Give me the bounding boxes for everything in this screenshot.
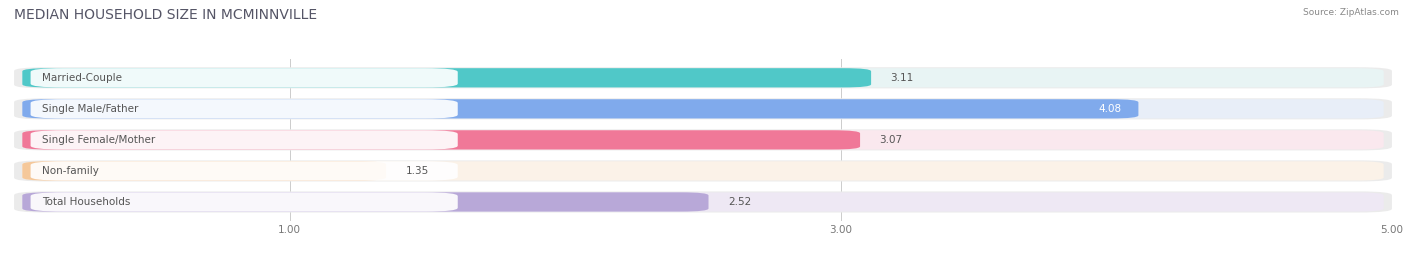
FancyBboxPatch shape — [22, 68, 872, 87]
FancyBboxPatch shape — [22, 192, 709, 212]
FancyBboxPatch shape — [22, 99, 1139, 118]
Text: 4.08: 4.08 — [1098, 104, 1122, 114]
Text: MEDIAN HOUSEHOLD SIZE IN MCMINNVILLE: MEDIAN HOUSEHOLD SIZE IN MCMINNVILLE — [14, 8, 318, 22]
FancyBboxPatch shape — [14, 129, 1392, 150]
FancyBboxPatch shape — [22, 161, 387, 180]
Text: Single Male/Father: Single Male/Father — [42, 104, 138, 114]
Text: 3.07: 3.07 — [879, 135, 903, 145]
FancyBboxPatch shape — [22, 192, 1384, 212]
Text: Source: ZipAtlas.com: Source: ZipAtlas.com — [1303, 8, 1399, 17]
FancyBboxPatch shape — [22, 130, 1384, 150]
Text: Total Households: Total Households — [42, 197, 129, 207]
FancyBboxPatch shape — [14, 98, 1392, 119]
Text: Single Female/Mother: Single Female/Mother — [42, 135, 155, 145]
FancyBboxPatch shape — [31, 161, 458, 180]
Text: 1.35: 1.35 — [405, 166, 429, 176]
Text: Non-family: Non-family — [42, 166, 98, 176]
FancyBboxPatch shape — [14, 67, 1392, 88]
Text: 3.11: 3.11 — [890, 73, 914, 83]
FancyBboxPatch shape — [22, 99, 1384, 118]
FancyBboxPatch shape — [22, 161, 1384, 180]
FancyBboxPatch shape — [31, 68, 458, 87]
FancyBboxPatch shape — [14, 192, 1392, 213]
FancyBboxPatch shape — [31, 192, 458, 212]
Text: Married-Couple: Married-Couple — [42, 73, 121, 83]
FancyBboxPatch shape — [22, 68, 1384, 87]
Text: 2.52: 2.52 — [728, 197, 751, 207]
FancyBboxPatch shape — [31, 99, 458, 118]
FancyBboxPatch shape — [22, 130, 860, 150]
FancyBboxPatch shape — [31, 130, 458, 150]
FancyBboxPatch shape — [14, 160, 1392, 182]
